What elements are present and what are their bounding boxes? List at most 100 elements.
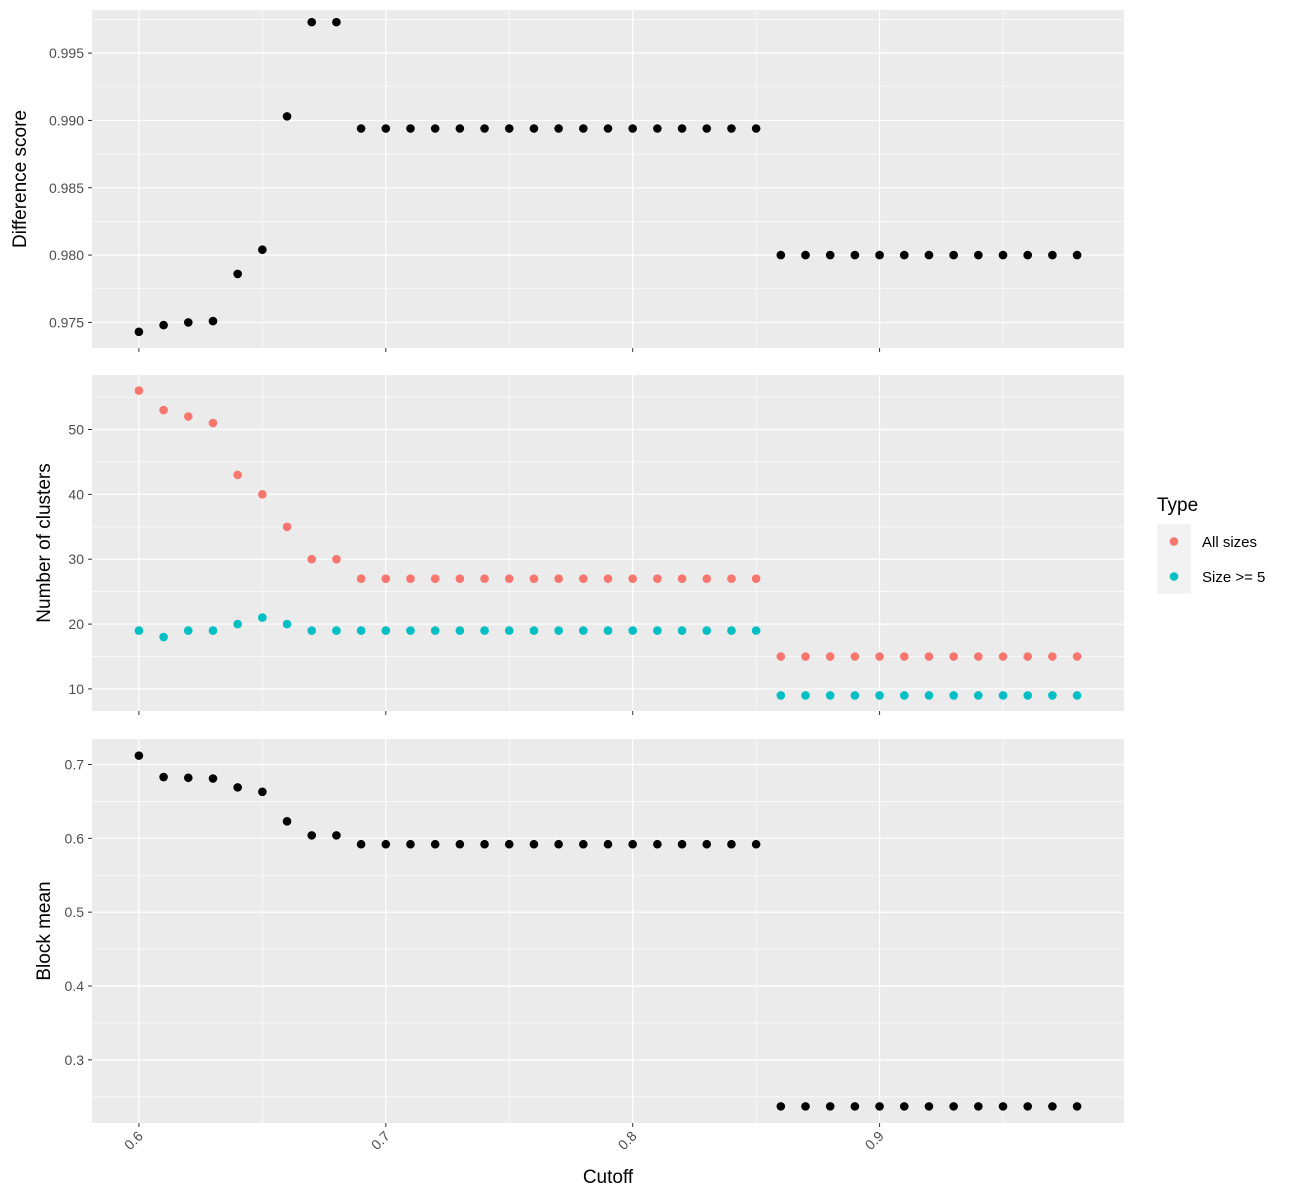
data-point (677, 839, 687, 849)
data-point (233, 619, 242, 629)
data-point (504, 574, 514, 583)
data-point (727, 124, 736, 133)
data-point (529, 626, 539, 635)
data-point (134, 626, 144, 635)
data-point (974, 250, 983, 260)
data-point (455, 574, 465, 583)
data-point (628, 574, 637, 583)
y-tick-label: 0.985 (49, 180, 84, 196)
data-point (825, 652, 835, 661)
data-point (455, 839, 465, 849)
data-point (653, 626, 662, 635)
data-point (529, 839, 539, 849)
data-point (282, 619, 292, 629)
data-point (159, 405, 168, 415)
data-point (825, 691, 835, 700)
data-point (603, 626, 613, 635)
y-tick-label: 20 (68, 616, 84, 632)
data-point (208, 316, 218, 326)
data-point (998, 691, 1008, 700)
data-point (653, 124, 662, 133)
y-tick-label: 0.4 (65, 978, 85, 994)
data-point (702, 124, 712, 133)
data-point (677, 124, 687, 133)
data-point (159, 320, 168, 330)
data-point (974, 691, 983, 700)
series-points (134, 17, 1082, 337)
data-point (356, 124, 366, 133)
panel-background (92, 10, 1124, 348)
y-tick-label: 0.3 (65, 1052, 85, 1068)
data-point (480, 626, 489, 635)
data-point (924, 1102, 934, 1111)
series-all-sizes (134, 386, 1082, 661)
data-point (233, 269, 242, 279)
data-point (628, 626, 637, 635)
data-point (801, 652, 810, 661)
data-point (258, 490, 267, 499)
data-point (751, 626, 761, 635)
data-point (949, 652, 958, 661)
data-point (628, 124, 637, 133)
data-point (702, 626, 712, 635)
data-point (579, 124, 588, 133)
panel-difference-score: 0.975 0.980 0.985 0.990 0.995 Difference scor… (10, 10, 1124, 352)
legend: Type All sizes Size >= 5 (1157, 495, 1265, 594)
data-point (480, 124, 489, 133)
data-point (258, 613, 267, 622)
data-point (924, 652, 934, 661)
data-point (751, 124, 761, 133)
data-point (776, 691, 786, 700)
data-point (258, 787, 267, 797)
data-point (949, 250, 958, 260)
data-point (579, 574, 588, 583)
data-point (183, 773, 193, 783)
data-point (406, 574, 415, 583)
data-point (1023, 1102, 1033, 1111)
data-point (381, 626, 391, 635)
data-point (776, 652, 786, 661)
data-point (727, 839, 736, 849)
data-point (455, 626, 465, 635)
data-point (183, 412, 193, 421)
data-point (282, 817, 292, 826)
data-point (776, 1102, 786, 1111)
data-point (504, 124, 514, 133)
x-tick-label: 0.8 (615, 1128, 640, 1153)
data-point (579, 839, 588, 849)
data-point (949, 1102, 958, 1111)
data-point (1048, 1102, 1057, 1111)
data-point (1072, 1102, 1082, 1111)
data-point (998, 1102, 1008, 1111)
data-point (134, 386, 144, 395)
data-point (727, 574, 736, 583)
y-axis-title: Number of clusters (34, 463, 55, 622)
data-point (282, 522, 292, 532)
data-point (1048, 652, 1057, 661)
x-tick-label: 0.7 (368, 1128, 393, 1153)
data-point (504, 839, 514, 849)
y-tick-label: 0.975 (49, 314, 84, 330)
data-point (1023, 250, 1033, 260)
data-point (875, 652, 884, 661)
data-point (1072, 250, 1082, 260)
data-point (677, 574, 687, 583)
data-point (801, 691, 810, 700)
data-point (332, 626, 341, 635)
data-point (875, 1102, 884, 1111)
y-tick-label: 0.6 (65, 830, 85, 846)
legend-label: Size >= 5 (1202, 569, 1265, 586)
data-point (825, 1102, 835, 1111)
data-point (751, 574, 761, 583)
data-point (1048, 250, 1057, 260)
panel-block-mean: 0.3 0.4 0.5 0.6 0.7 Block mean (34, 739, 1124, 1127)
data-point (603, 124, 613, 133)
data-point (356, 574, 366, 583)
data-point (529, 124, 539, 133)
data-point (381, 839, 391, 849)
data-point (776, 250, 786, 260)
data-point (430, 839, 440, 849)
x-axis-title: Cutoff (583, 1167, 634, 1188)
y-tick-label: 10 (68, 681, 84, 697)
data-point (554, 839, 563, 849)
